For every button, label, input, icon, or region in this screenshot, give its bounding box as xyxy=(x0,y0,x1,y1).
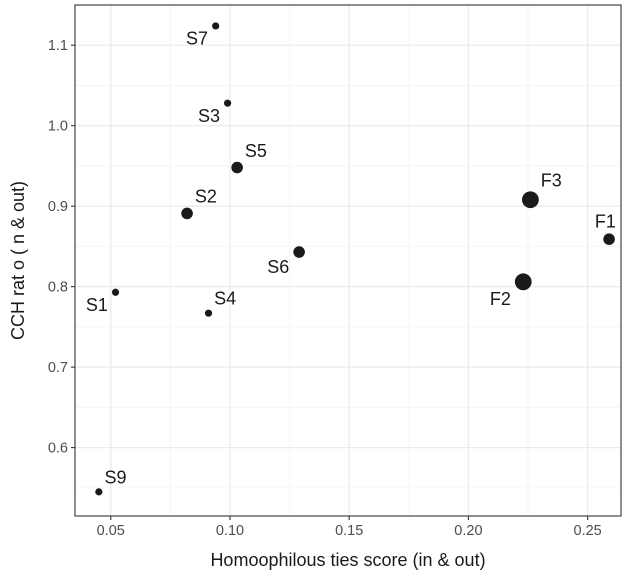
point-label-s1: S1 xyxy=(86,295,108,315)
x-tick-label: 0.15 xyxy=(335,523,363,539)
point-label-s9: S9 xyxy=(104,467,126,487)
panel-border xyxy=(74,4,622,517)
point-label-f2: F2 xyxy=(490,289,511,309)
y-tick-label: 0.9 xyxy=(48,199,68,215)
point-labels-layer: S7 S3 S5 S2 S6 S1 S4 S9 F3 F1 F2 xyxy=(86,29,616,488)
data-point-s9 xyxy=(95,488,103,496)
x-tick-label: 0.10 xyxy=(216,523,244,539)
data-point-s3 xyxy=(223,99,232,107)
data-point-s4 xyxy=(204,309,213,317)
point-label-s7: S7 xyxy=(186,29,208,49)
data-point-s1 xyxy=(111,288,120,296)
y-tick-label: 0.8 xyxy=(48,280,68,296)
data-point-f2 xyxy=(514,273,532,291)
x-axis-title: Homoophilous ties score (in & out) xyxy=(210,550,485,570)
x-tick-label: 0.20 xyxy=(454,523,482,539)
data-point-s6 xyxy=(293,246,305,258)
data-point-f1 xyxy=(603,233,615,245)
points-layer xyxy=(95,22,615,496)
point-label-s6: S6 xyxy=(267,257,289,277)
x-axis: 0.05 0.10 0.15 0.20 0.25 xyxy=(97,516,602,539)
data-point-f3 xyxy=(521,191,539,209)
y-axis: 0.6 0.7 0.8 0.9 1.0 1.1 xyxy=(48,38,75,457)
point-label-f1: F1 xyxy=(595,211,616,231)
data-point-s5 xyxy=(231,161,243,174)
y-tick-label: 1.0 xyxy=(48,119,68,135)
x-tick-label: 0.05 xyxy=(97,523,125,539)
x-tick-label: 0.25 xyxy=(574,523,602,539)
y-tick-label: 0.6 xyxy=(48,441,68,457)
y-axis-title: CCH rat o ( n & out) xyxy=(8,181,28,340)
point-label-f3: F3 xyxy=(541,170,562,190)
point-label-s2: S2 xyxy=(195,187,217,207)
grid-layer xyxy=(75,5,621,516)
point-label-s5: S5 xyxy=(245,141,267,161)
data-point-s2 xyxy=(181,207,193,220)
point-label-s3: S3 xyxy=(198,106,220,126)
data-point-s7 xyxy=(212,22,220,30)
y-tick-label: 0.7 xyxy=(48,360,68,376)
y-tick-label: 1.1 xyxy=(48,38,68,54)
point-label-s4: S4 xyxy=(214,289,236,309)
